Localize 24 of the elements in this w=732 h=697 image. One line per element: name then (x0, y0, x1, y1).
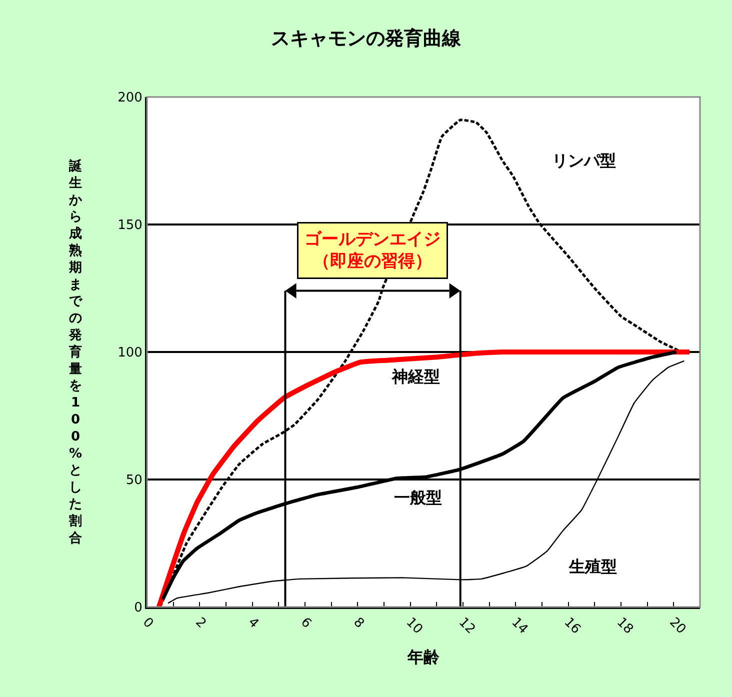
x-tick-label: 0 (140, 614, 156, 632)
ref-line-label: ゴールデンエイジ（即座の習得） (304, 230, 440, 272)
x-tick-label: 20 (666, 614, 689, 638)
text: 誕生から成熟期までの発育量を100%とした割合 (68, 159, 82, 546)
x-tick-label: 18 (614, 614, 636, 638)
x-tick-label: 12 (456, 614, 478, 638)
y-tick-label: 200 (118, 90, 142, 106)
series-label: 神経型 (391, 367, 440, 386)
series-label: 一般型 (394, 488, 442, 507)
series-label: 生殖型 (568, 557, 617, 576)
x-tick-label: 16 (560, 614, 584, 638)
y-tick-label: 150 (118, 218, 142, 234)
x-axis-title: 年齢 (406, 647, 440, 666)
x-tick-label: 4 (244, 614, 262, 632)
x-tick-label: 10 (402, 614, 426, 638)
y-tick-label: 100 (118, 346, 142, 361)
x-tick-label: 14 (508, 614, 531, 638)
y-tick-label: 0 (134, 600, 142, 616)
y-tick-label: 50 (126, 473, 142, 488)
text: リンパ型 (552, 151, 616, 170)
x-tick-label: 2 (192, 614, 209, 632)
chart-title: スキャモンの発育曲線 (271, 28, 462, 50)
x-tick-label: 8 (350, 614, 367, 632)
x-tick-label: 6 (298, 614, 314, 632)
